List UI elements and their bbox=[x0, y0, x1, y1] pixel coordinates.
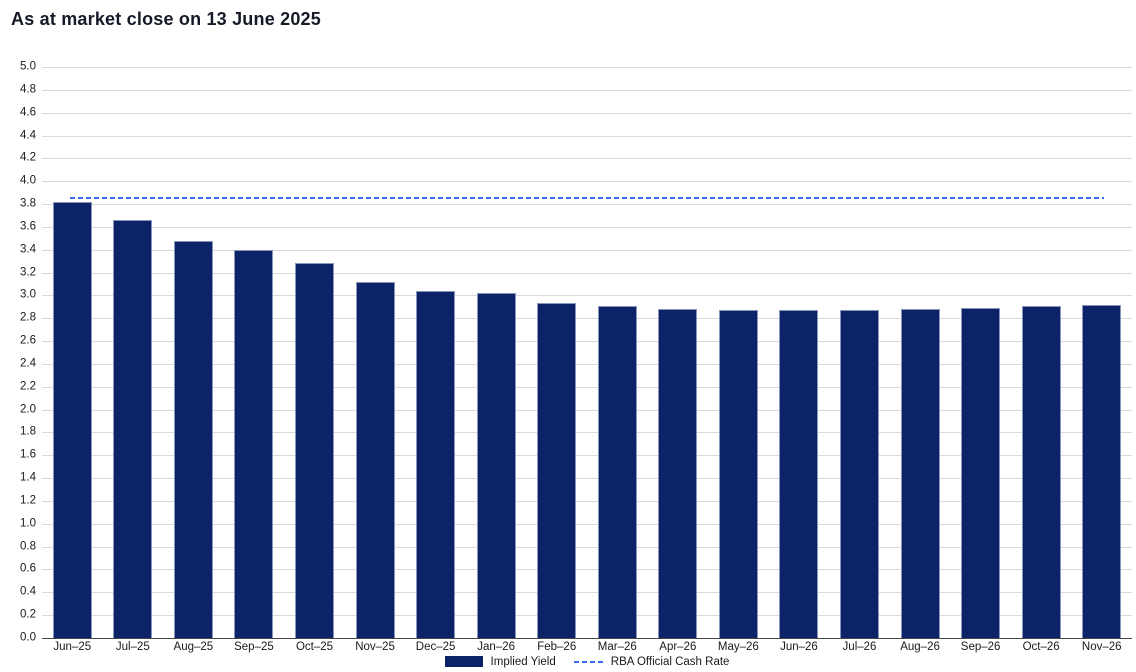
y-tick-label: 1.8 bbox=[20, 425, 36, 438]
implied-yield-bar-jul-26 bbox=[840, 310, 879, 638]
plot-area: 5.0 4.8 4.6 4.4 4.2 4.0 3.8 3.6 3.4 3.2 3.0 2.8 2.6 2… bbox=[20, 61, 1132, 653]
chart-title: As at market close on 13 June 2025 bbox=[11, 9, 321, 29]
x-tick-label: May–26 bbox=[717, 641, 759, 653]
y-tick-label: 3.4 bbox=[20, 242, 36, 255]
x-tick-label: Nov–25 bbox=[355, 641, 395, 653]
implied-yield-bar-nov-26 bbox=[1082, 304, 1122, 638]
y-tick-label: 2.0 bbox=[20, 402, 36, 415]
y-tick-label: 0.2 bbox=[20, 608, 36, 621]
y-gridline bbox=[42, 67, 1132, 68]
implied-yield-bar-dec-25 bbox=[416, 290, 456, 638]
implied-yield-bar-sep-26 bbox=[961, 307, 1001, 638]
y-gridline bbox=[42, 409, 1132, 411]
x-axis-baseline bbox=[42, 638, 1132, 639]
y-tick-label: 2.8 bbox=[20, 311, 36, 324]
cash-rate-legend-dash-icon bbox=[573, 660, 604, 663]
x-tick-label: Aug–26 bbox=[900, 641, 940, 653]
y-tick-label: 4.2 bbox=[20, 151, 36, 164]
implied-yield-bar-jun-25 bbox=[52, 201, 92, 638]
y-gridline bbox=[42, 249, 1132, 251]
y-gridline bbox=[42, 135, 1132, 137]
y-gridline bbox=[42, 546, 1132, 548]
x-tick-label: Aug–25 bbox=[173, 641, 214, 653]
x-tick-label: Jan–26 bbox=[477, 641, 516, 653]
y-tick-label: 3.8 bbox=[20, 197, 36, 210]
x-tick-label: Oct–26 bbox=[1022, 641, 1060, 653]
y-gridline bbox=[42, 89, 1132, 91]
y-gridline bbox=[42, 569, 1132, 571]
y-tick-label: 4.6 bbox=[20, 105, 36, 118]
x-tick-label: Jun–25 bbox=[53, 641, 92, 653]
implied-yield-bar-jan-26 bbox=[476, 293, 516, 638]
y-gridline bbox=[42, 386, 1132, 388]
y-gridline bbox=[42, 455, 1132, 457]
y-tick-label: 1.0 bbox=[20, 517, 36, 530]
y-gridline bbox=[42, 592, 1132, 594]
x-tick-label: Jun–26 bbox=[780, 641, 818, 653]
y-gridline bbox=[42, 478, 1132, 480]
x-tick-label: Feb–26 bbox=[537, 641, 577, 653]
implied-yield-bar-jun-26 bbox=[779, 310, 819, 638]
implied-yield-legend-label: Implied Yield bbox=[490, 655, 556, 668]
y-tick-label: 0.0 bbox=[20, 631, 36, 644]
y-tick-label: 3.6 bbox=[20, 220, 36, 233]
y-tick-label: 3.0 bbox=[20, 288, 36, 301]
y-gridline bbox=[42, 181, 1132, 183]
y-gridline bbox=[42, 318, 1132, 320]
y-gridline bbox=[42, 112, 1132, 114]
y-tick-label: 3.2 bbox=[20, 265, 36, 278]
x-tick-label: Sep–26 bbox=[960, 641, 1001, 653]
implied-yield-bar-apr-26 bbox=[658, 309, 698, 638]
x-tick-label: Oct–25 bbox=[295, 641, 334, 653]
x-tick-label: Apr–26 bbox=[659, 641, 697, 653]
x-tick-label: Sep–25 bbox=[234, 641, 274, 653]
implied-yield-bar-jul-25 bbox=[113, 220, 153, 638]
implied-yield-bar-oct-25 bbox=[295, 263, 334, 638]
y-tick-label: 4.8 bbox=[20, 83, 36, 96]
y-tick-label: 4.4 bbox=[20, 128, 36, 141]
implied-yield-bar-aug-25 bbox=[173, 240, 213, 638]
y-gridline bbox=[42, 363, 1132, 365]
y-gridline bbox=[42, 295, 1132, 297]
y-gridline bbox=[42, 500, 1132, 502]
implied-yield-legend-swatch-icon bbox=[444, 656, 483, 667]
implied-yield-bar-sep-25 bbox=[234, 249, 274, 638]
y-tick-label: 0.4 bbox=[20, 585, 36, 598]
x-tick-label: Jul–25 bbox=[115, 641, 150, 653]
legend: Implied Yield RBA Official Cash Rate bbox=[42, 654, 1132, 669]
y-gridline bbox=[42, 615, 1132, 617]
x-tick-label: Mar–26 bbox=[597, 641, 637, 653]
cash-rate-legend-label: RBA Official Cash Rate bbox=[610, 655, 730, 668]
implied-yield-bar-oct-26 bbox=[1021, 305, 1061, 638]
y-tick-label: 0.6 bbox=[20, 562, 36, 575]
y-tick-label: 5.0 bbox=[20, 60, 36, 73]
y-tick-label: 1.2 bbox=[20, 494, 36, 507]
implied-yield-bar-mar-26 bbox=[597, 305, 637, 638]
y-gridline bbox=[42, 158, 1132, 160]
y-gridline bbox=[42, 204, 1132, 206]
y-gridline bbox=[42, 341, 1132, 343]
y-gridline bbox=[42, 523, 1132, 525]
y-gridline bbox=[42, 432, 1132, 434]
y-tick-label: 4.0 bbox=[20, 174, 36, 187]
implied-yield-bar-feb-26 bbox=[537, 303, 577, 638]
x-tick-label: Nov–26 bbox=[1081, 641, 1122, 653]
y-gridline bbox=[42, 272, 1132, 274]
implied-yield-bar-aug-26 bbox=[900, 309, 940, 638]
implied-yield-bar-may-26 bbox=[718, 310, 758, 638]
y-tick-label: 1.6 bbox=[20, 448, 36, 461]
x-tick-label: Jul–26 bbox=[842, 641, 877, 653]
y-tick-label: 2.2 bbox=[20, 380, 36, 392]
y-tick-label: 2.6 bbox=[20, 334, 36, 347]
y-tick-label: 0.8 bbox=[20, 539, 36, 552]
rba-cash-rate-line bbox=[70, 197, 1104, 200]
y-tick-label: 1.4 bbox=[20, 471, 36, 484]
y-tick-label: 2.4 bbox=[20, 357, 36, 370]
y-gridline bbox=[42, 226, 1132, 228]
implied-yield-bar-nov-25 bbox=[355, 281, 395, 638]
x-tick-label: Dec–25 bbox=[415, 641, 456, 653]
